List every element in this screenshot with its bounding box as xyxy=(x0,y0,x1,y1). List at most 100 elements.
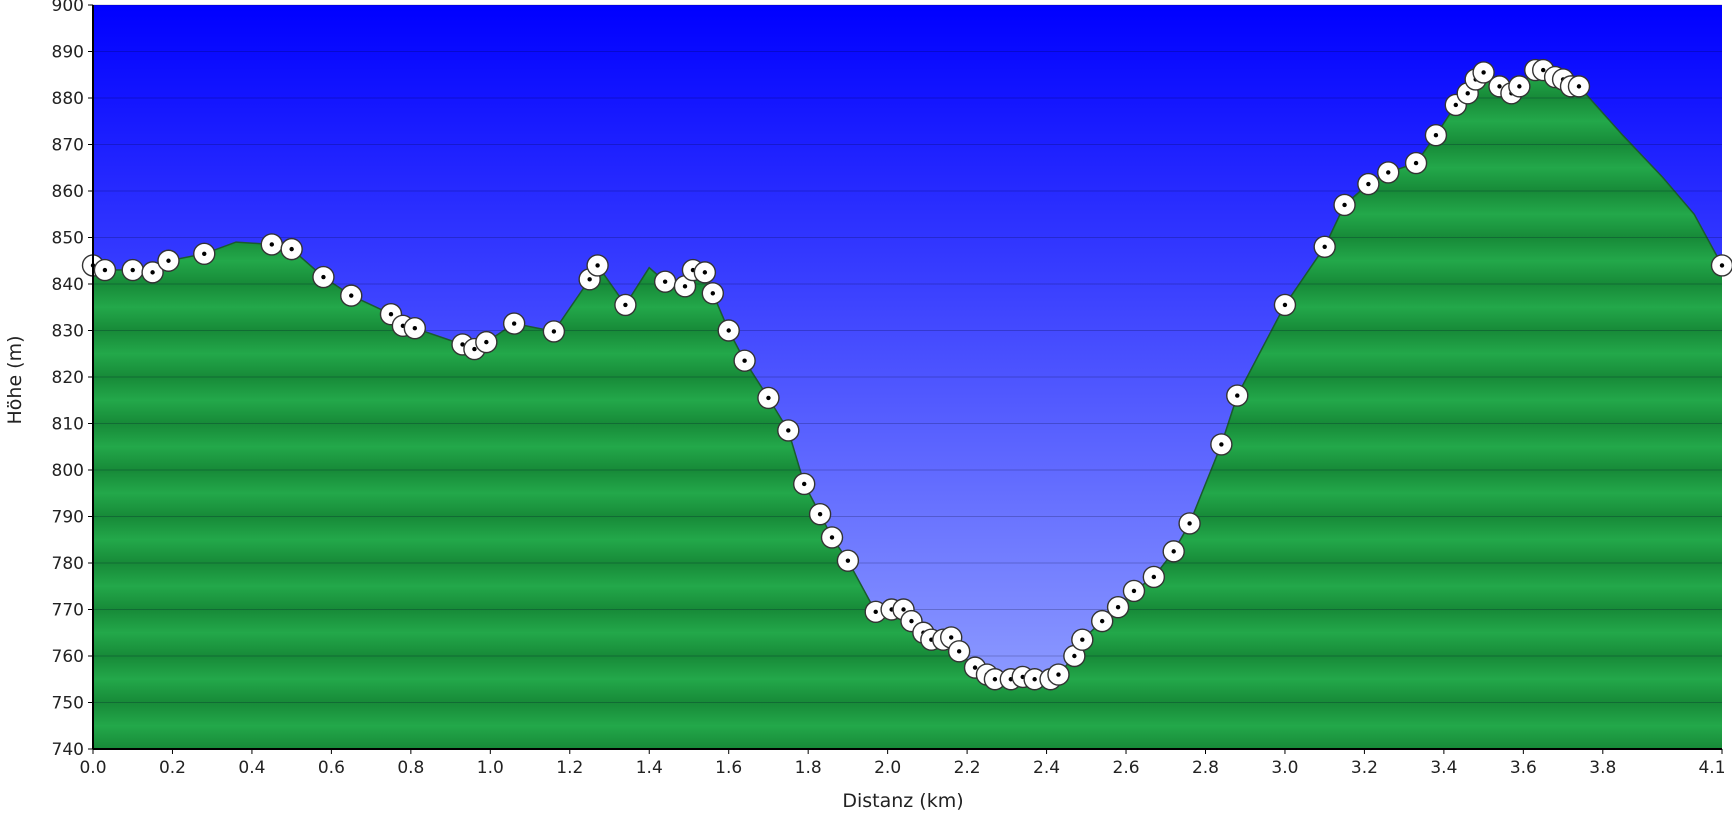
waypoint-dot xyxy=(845,558,851,563)
waypoint-dot xyxy=(412,325,418,331)
x-tick-label: 3.6 xyxy=(1510,758,1537,778)
waypoint-dot xyxy=(1056,672,1061,677)
waypoint-marker xyxy=(1090,609,1114,633)
waypoint-dot xyxy=(702,270,708,275)
waypoint-marker xyxy=(1508,75,1531,98)
y-axis-title: Höhe (m) xyxy=(4,335,26,424)
y-tick-label: 810 xyxy=(52,415,84,435)
waypoint-marker xyxy=(1357,172,1380,196)
y-tick-label: 740 xyxy=(52,740,84,760)
waypoint-marker xyxy=(1710,254,1732,277)
waypoint-marker xyxy=(542,320,566,343)
waypoint-marker xyxy=(1071,628,1094,651)
waypoint-dot xyxy=(269,242,274,247)
waypoint-marker xyxy=(836,549,860,572)
waypoint-dot xyxy=(595,263,600,268)
waypoint-dot xyxy=(1366,181,1371,187)
waypoint-dot xyxy=(623,302,628,308)
x-tick-label: 3.2 xyxy=(1351,758,1378,778)
waypoint-dot xyxy=(742,358,747,363)
y-tick-label: 880 xyxy=(52,89,84,109)
waypoint-marker xyxy=(1106,595,1130,619)
waypoint-dot xyxy=(873,609,878,615)
x-tick-label: 1.8 xyxy=(795,758,822,778)
waypoint-marker xyxy=(1210,433,1233,456)
waypoint-dot xyxy=(1115,604,1121,610)
waypoint-marker xyxy=(1226,384,1249,407)
waypoint-marker xyxy=(340,284,363,307)
waypoint-dot xyxy=(551,329,557,334)
waypoint-dot xyxy=(949,635,954,640)
waypoint-dot xyxy=(817,511,823,517)
x-tick-labels: 0.0 0.2 0.4 0.6 0.8 1.0 1.2 1.4 1.6 1.8 2.0 2.2 2.4 2… xyxy=(79,758,1725,778)
y-tick-label: 890 xyxy=(52,43,84,63)
x-tick-label: 4.1 xyxy=(1698,758,1725,778)
waypoint-dot xyxy=(682,284,688,289)
waypoint-dot xyxy=(710,291,716,296)
x-tick-label: 1.0 xyxy=(477,758,504,778)
waypoint-dot xyxy=(472,346,477,352)
waypoint-marker xyxy=(693,261,717,284)
waypoint-dot xyxy=(166,258,171,263)
waypoint-dot xyxy=(1151,574,1157,580)
waypoint-dot xyxy=(1235,393,1240,398)
waypoint-dot xyxy=(1219,442,1224,447)
x-tick-label: 3.8 xyxy=(1589,758,1616,778)
y-tick-label: 760 xyxy=(52,647,84,667)
x-tick-label: 2.8 xyxy=(1192,758,1219,778)
waypoint-marker xyxy=(777,419,800,442)
y-tick-label: 840 xyxy=(52,275,84,295)
y-tick-label: 780 xyxy=(52,554,84,574)
waypoint-dot xyxy=(1517,84,1522,89)
waypoint-dot xyxy=(909,618,914,624)
x-tick-label: 3.0 xyxy=(1271,758,1298,778)
y-tick-label: 850 xyxy=(52,229,84,249)
y-tick-label: 830 xyxy=(52,322,84,342)
grid-lines xyxy=(93,4,1722,703)
waypoint-dot xyxy=(1322,244,1327,249)
waypoint-dot xyxy=(1342,202,1347,208)
waypoint-dot xyxy=(150,270,155,275)
waypoint-dot xyxy=(1465,91,1470,96)
x-tick-label: 3.4 xyxy=(1430,758,1457,778)
waypoint-marker xyxy=(1162,540,1185,563)
waypoint-marker xyxy=(1313,235,1336,259)
waypoint-dot xyxy=(786,428,791,433)
waypoint-dot xyxy=(349,293,354,298)
waypoint-dot xyxy=(1576,84,1582,89)
waypoint-marker xyxy=(280,237,303,261)
waypoint-dot xyxy=(289,246,294,252)
waypoint-dot xyxy=(1131,588,1137,594)
waypoint-marker xyxy=(717,319,740,342)
waypoint-dot xyxy=(1187,521,1192,526)
waypoint-markers xyxy=(81,58,1732,691)
waypoint-marker xyxy=(403,316,427,340)
waypoint-dot xyxy=(202,251,207,256)
waypoint-dot xyxy=(1386,170,1391,175)
x-tick-label: 0.6 xyxy=(318,758,345,778)
waypoint-marker xyxy=(701,282,725,305)
waypoint-dot xyxy=(956,649,962,654)
x-tick-label: 2.6 xyxy=(1113,758,1140,778)
waypoint-marker xyxy=(93,258,117,282)
waypoint-marker xyxy=(1424,123,1448,147)
waypoint-dot xyxy=(972,665,978,670)
y-tick-label: 860 xyxy=(52,182,84,202)
x-tick-label: 2.4 xyxy=(1033,758,1060,778)
x-tick-label: 0.4 xyxy=(238,758,265,778)
x-tick-label: 1.6 xyxy=(715,758,742,778)
waypoint-marker xyxy=(1142,565,1166,589)
x-tick-label: 0.8 xyxy=(397,758,424,778)
waypoint-dot xyxy=(1072,653,1077,659)
waypoint-marker xyxy=(141,261,164,284)
waypoint-dot xyxy=(1032,677,1037,682)
waypoint-marker xyxy=(792,472,816,496)
waypoint-marker xyxy=(1047,663,1070,686)
waypoint-dot xyxy=(321,274,326,280)
waypoint-dot xyxy=(829,535,835,540)
waypoint-dot xyxy=(130,267,135,273)
waypoint-dot xyxy=(1413,160,1419,166)
waypoint-marker xyxy=(947,640,971,663)
waypoint-dot xyxy=(484,339,489,345)
